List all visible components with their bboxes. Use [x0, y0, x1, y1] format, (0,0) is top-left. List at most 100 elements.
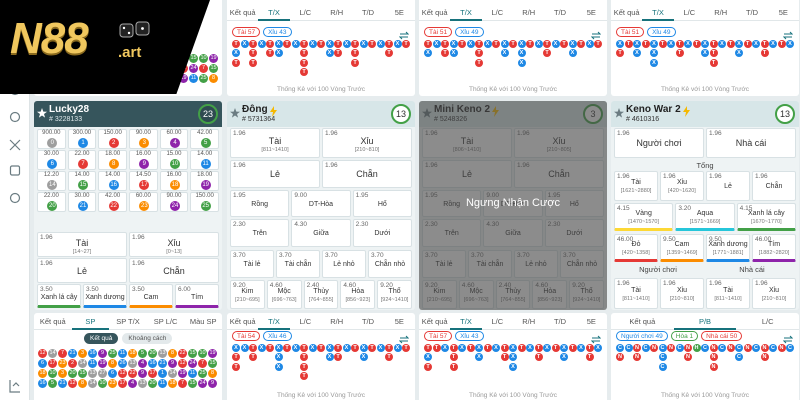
bet-cell[interactable]: 1.96 Người chơi: [614, 128, 704, 158]
bet-cell[interactable]: 1.96 Xỉu [0~13]: [129, 232, 219, 257]
number-bet[interactable]: 14.00 15: [67, 171, 97, 191]
tab[interactable]: R/H: [321, 6, 353, 21]
number-bet[interactable]: 18.00 8: [98, 150, 127, 170]
tab[interactable]: L/C: [481, 6, 513, 21]
number-bet[interactable]: 60.00 23: [129, 192, 158, 212]
tab[interactable]: Kết quả: [611, 6, 643, 21]
swap-icon[interactable]: [398, 27, 410, 40]
bet-cell[interactable]: 4.15 Vàng [1470~1570]: [614, 203, 674, 231]
tab[interactable]: 5E: [575, 6, 607, 21]
number-bet[interactable]: 12.20 14: [37, 171, 66, 191]
number-bet[interactable]: 16.00 9: [129, 150, 158, 170]
star[interactable]: [614, 108, 624, 118]
bet-cell[interactable]: 2.30 Trên: [230, 219, 290, 247]
tab[interactable]: L/C: [673, 6, 705, 21]
tab[interactable]: SP: [71, 315, 110, 330]
bet-cell[interactable]: 46.00 Tím [1882~2820]: [752, 234, 796, 262]
bet-cell[interactable]: 1.96 Xỉu [420~1620]: [660, 171, 704, 201]
bet-cell[interactable]: 1.96 Tài [811~1410]: [230, 128, 320, 158]
tab[interactable]: Kết quả: [419, 6, 451, 21]
number-bet[interactable]: 150.00 2: [98, 129, 127, 149]
icon[interactable]: [9, 380, 20, 393]
bet-cell[interactable]: 3.20 Aqua [1571~1669]: [675, 203, 735, 231]
star-icon[interactable]: [37, 105, 47, 118]
star-icon[interactable]: [614, 105, 624, 118]
number-bet[interactable]: 90.00 3: [129, 129, 158, 149]
number-bet[interactable]: 14.50 17: [129, 171, 158, 191]
bet-cell[interactable]: 3.50 Cam: [129, 284, 173, 308]
tab[interactable]: T/X: [450, 315, 482, 330]
tab[interactable]: T/D: [544, 6, 576, 21]
tab[interactable]: R/H: [513, 315, 545, 330]
number-bet[interactable]: 30.00 21: [67, 192, 97, 212]
star[interactable]: [230, 108, 240, 118]
tab[interactable]: T/X: [450, 6, 482, 21]
bet-cell[interactable]: 3.50 Xanh dương: [83, 284, 127, 308]
tab[interactable]: L/C: [289, 6, 321, 21]
bet-cell[interactable]: 1.96 Tài [811~1410]: [614, 278, 658, 309]
pill[interactable]: Khoảng cách: [122, 333, 173, 344]
tab[interactable]: T/X: [642, 6, 674, 21]
tab[interactable]: Kết quả: [419, 315, 451, 330]
swap-icon[interactable]: [782, 331, 794, 344]
bet-cell[interactable]: 1.96 Tài [14~27]: [37, 232, 127, 257]
bet-cell[interactable]: 4.15 Xanh lá cây [1670~1770]: [736, 203, 796, 231]
number-bet[interactable]: 150.00 25: [190, 192, 219, 212]
tab[interactable]: R/H: [513, 6, 545, 21]
number-bet[interactable]: 16.00 18: [159, 171, 189, 191]
tab[interactable]: Kết quả: [227, 6, 259, 21]
tab[interactable]: 5E: [575, 315, 607, 330]
swap-icon[interactable]: [590, 27, 602, 40]
number-bet[interactable]: 60.00 4: [159, 129, 189, 149]
tab[interactable]: SP T/X: [109, 315, 147, 330]
icon[interactable]: [9, 139, 21, 151]
tab[interactable]: Màu SP: [184, 315, 222, 330]
swap-icon[interactable]: [590, 331, 602, 344]
tab[interactable]: Kết quả: [227, 315, 259, 330]
tab[interactable]: L/C: [736, 315, 799, 330]
number-bet[interactable]: 30.00 6: [37, 150, 66, 170]
pill[interactable]: Kết quả: [84, 333, 119, 344]
tab[interactable]: L/C: [481, 315, 513, 330]
bet-cell[interactable]: 1.95 Hổ: [352, 190, 412, 217]
tab[interactable]: SP L/C: [146, 315, 185, 330]
tab[interactable]: T/X: [258, 6, 290, 21]
bet-cell[interactable]: 1.96 Tài [1621~2880]: [614, 171, 658, 201]
tab[interactable]: L/C: [289, 315, 321, 330]
bet-cell[interactable]: 1.96 Chẵn: [752, 171, 796, 201]
bet-cell[interactable]: 46.00 Đỏ [420~1358]: [614, 234, 658, 262]
bet-cell[interactable]: 1.96 Chẵn: [322, 160, 412, 188]
tab[interactable]: 5E: [767, 6, 799, 21]
number-bet[interactable]: 18.00 19: [190, 171, 219, 191]
icon[interactable]: [9, 192, 21, 204]
tab[interactable]: P/B: [673, 315, 737, 330]
swap-icon[interactable]: [398, 331, 410, 344]
bet-cell[interactable]: 1.96 Xỉu [210~810]: [660, 278, 704, 309]
bet-cell[interactable]: 1.96 Xỉu [210~810]: [322, 128, 412, 158]
bet-cell[interactable]: 3.70 Tài lẻ: [230, 250, 274, 278]
number-bet[interactable]: 90.00 24: [159, 192, 189, 212]
bet-cell[interactable]: 3.70 Chẵn nhỏ: [368, 250, 412, 278]
bet-cell[interactable]: 2.30 Dưới: [352, 219, 412, 247]
number-bet[interactable]: 22.00 20: [37, 192, 66, 212]
bet-cell[interactable]: 6.00 Tím: [175, 284, 219, 308]
number-bet[interactable]: 14.00 16: [98, 171, 127, 191]
swap-icon[interactable]: [782, 27, 794, 40]
number-bet[interactable]: 42.00 5: [190, 129, 219, 149]
swap[interactable]: [590, 335, 602, 344]
bet-cell[interactable]: 1.96 Chẵn: [129, 258, 219, 283]
tab[interactable]: T/X: [258, 315, 290, 330]
bet-cell[interactable]: 3.50 Xanh lá cây: [37, 284, 81, 308]
bet-cell[interactable]: 1.96 Tài [811~1410]: [706, 278, 750, 309]
tab[interactable]: 5E: [383, 6, 415, 21]
bet-cell[interactable]: 3.70 Tài chẵn: [276, 250, 320, 278]
tab[interactable]: R/H: [705, 6, 737, 21]
icon[interactable]: [9, 111, 21, 123]
